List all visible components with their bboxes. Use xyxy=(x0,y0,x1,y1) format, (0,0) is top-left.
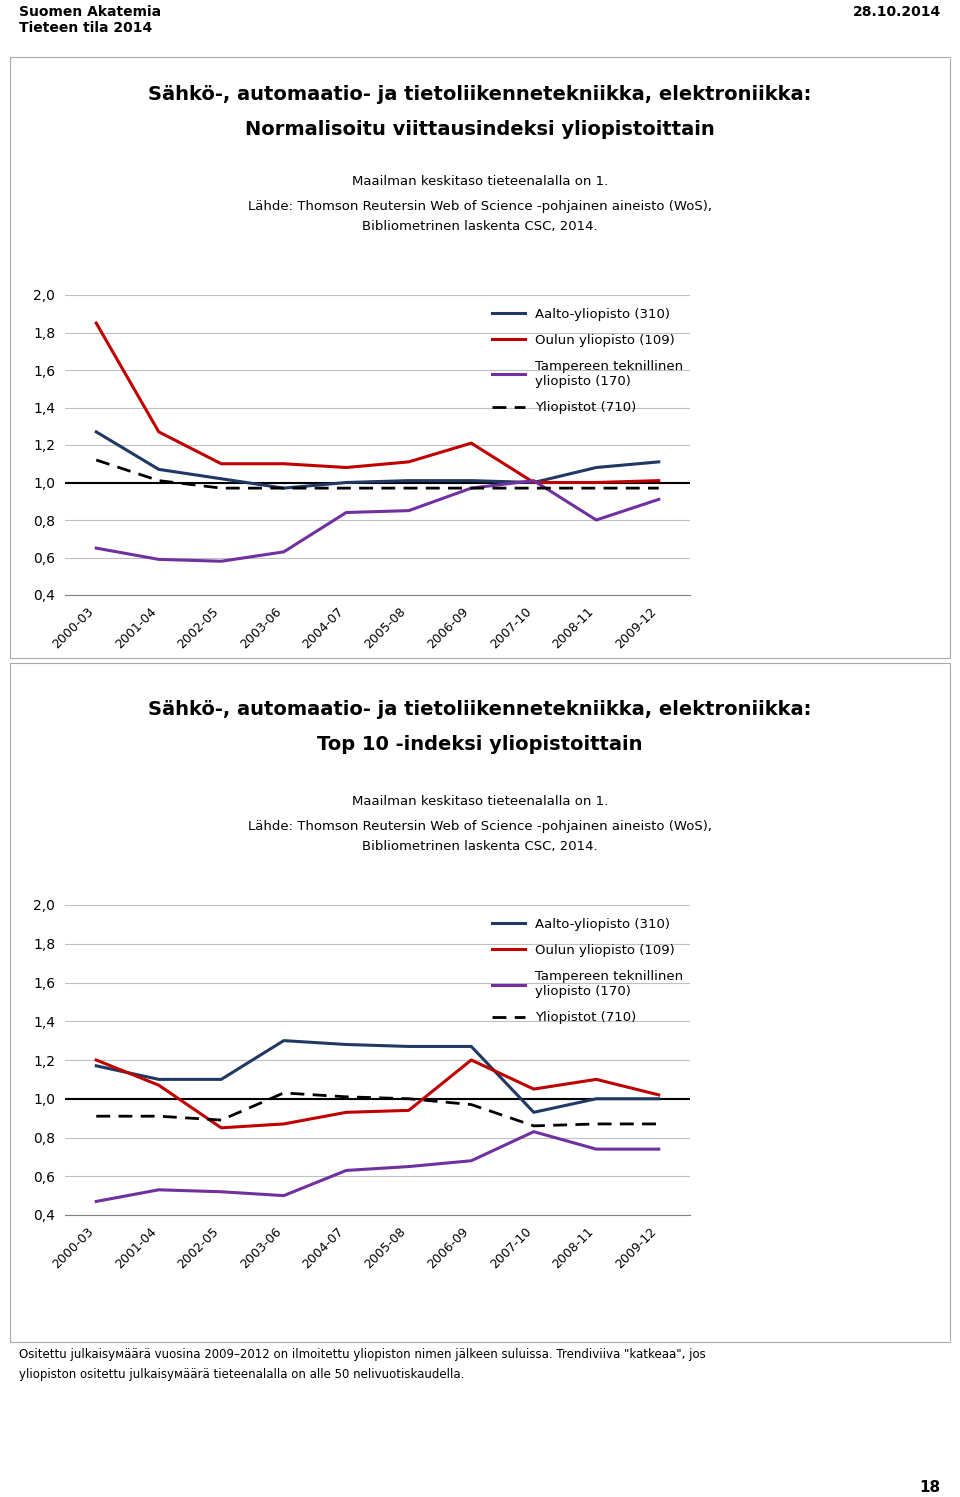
Legend: Aalto-yliopisto (310), Oulun yliopisto (109), Tampereen teknillinen
yliopisto (1: Aalto-yliopisto (310), Oulun yliopisto (… xyxy=(492,918,684,1024)
Text: Bibliometrinen laskenta CSC, 2014.: Bibliometrinen laskenta CSC, 2014. xyxy=(362,220,598,234)
Text: Sähkö-, automaatio- ja tietoliikennetekniikka, elektroniikka:: Sähkö-, automaatio- ja tietoliikennetekn… xyxy=(148,701,812,719)
Text: Normalisoitu viittausindeksi yliopistoittain: Normalisoitu viittausindeksi yliopistoit… xyxy=(245,120,715,139)
Text: Ositettu julkaisумäärä vuosina 2009–2012 on ilmoitettu yliopiston nimen jälkeen : Ositettu julkaisумäärä vuosina 2009–2012… xyxy=(19,1347,706,1361)
Text: 18: 18 xyxy=(920,1481,941,1496)
Text: Maailman keskitaso tieteenalalla on 1.: Maailman keskitaso tieteenalalla on 1. xyxy=(352,175,608,189)
Text: Bibliometrinen laskenta CSC, 2014.: Bibliometrinen laskenta CSC, 2014. xyxy=(362,840,598,853)
Text: yliopiston ositettu julkaisумäärä tieteenalalla on alle 50 nelivuotiskaudella.: yliopiston ositettu julkaisумäärä tietee… xyxy=(19,1368,465,1382)
Legend: Aalto-yliopisto (310), Oulun yliopisto (109), Tampereen teknillinen
yliopisto (1: Aalto-yliopisto (310), Oulun yliopisto (… xyxy=(492,307,684,415)
Text: Lähde: Thomson Reutersin Web of Science -pohjainen aineisto (WoS),: Lähde: Thomson Reutersin Web of Science … xyxy=(248,820,712,832)
Text: Sähkö-, automaatio- ja tietoliikennetekniikka, elektroniikka:: Sähkö-, automaatio- ja tietoliikennetekn… xyxy=(148,85,812,103)
Text: Top 10 -indeksi yliopistoittain: Top 10 -indeksi yliopistoittain xyxy=(317,735,643,754)
Text: 28.10.2014: 28.10.2014 xyxy=(852,4,941,19)
Text: Lähde: Thomson Reutersin Web of Science -pohjainen aineisto (WoS),: Lähde: Thomson Reutersin Web of Science … xyxy=(248,201,712,213)
Text: Maailman keskitaso tieteenalalla on 1.: Maailman keskitaso tieteenalalla on 1. xyxy=(352,795,608,808)
Text: Suomen Akatemia
Tieteen tila 2014: Suomen Akatemia Tieteen tila 2014 xyxy=(19,4,161,36)
